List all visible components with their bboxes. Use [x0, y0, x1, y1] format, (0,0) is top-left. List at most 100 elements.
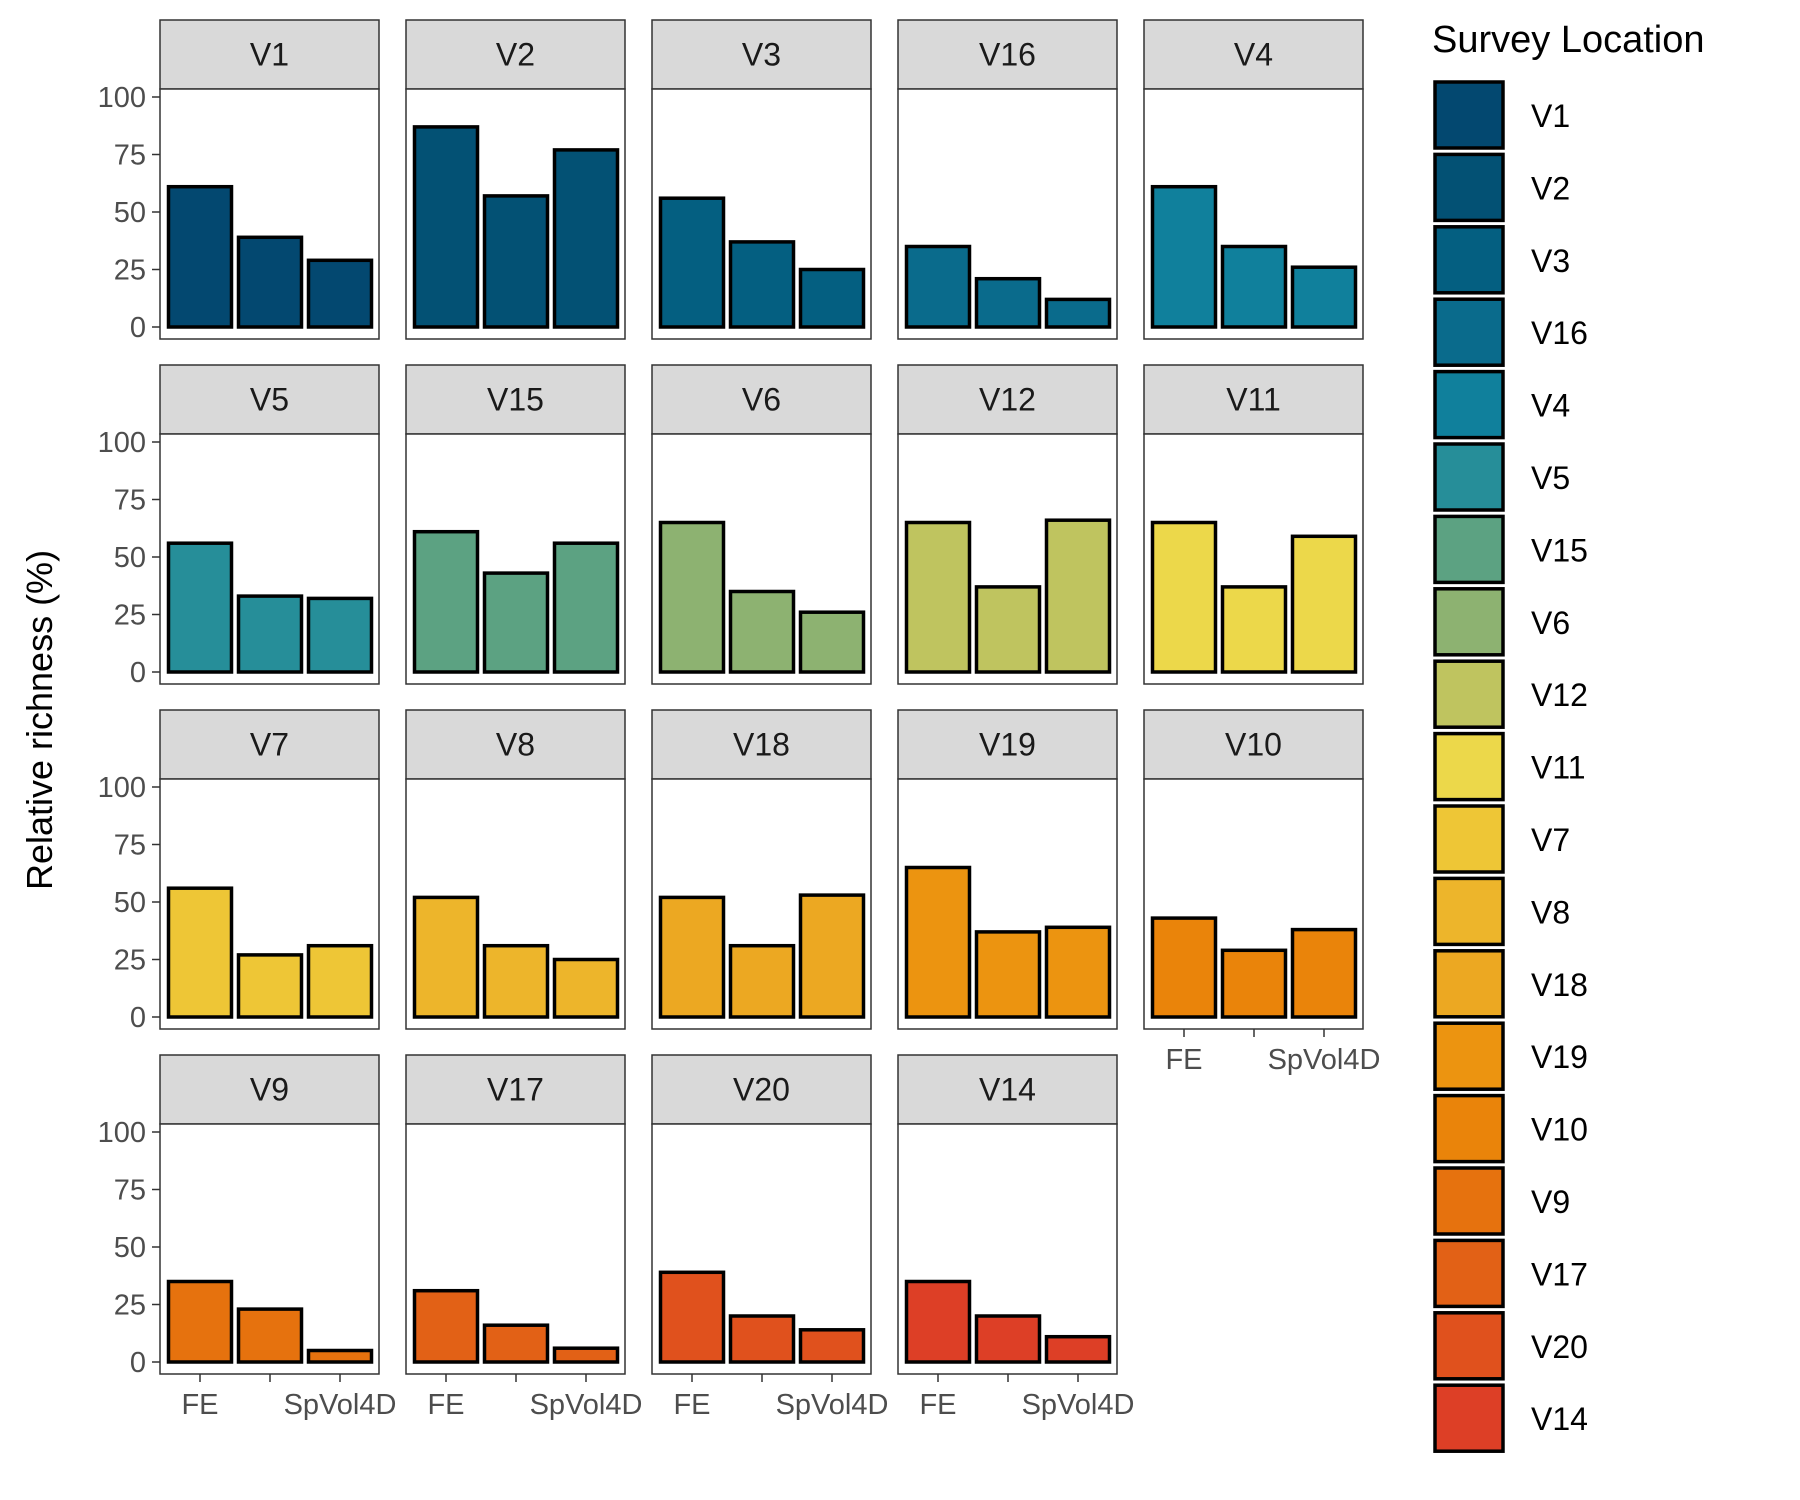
- facet-v4: V4: [1143, 19, 1364, 340]
- legend-label-v10: V10: [1531, 1112, 1588, 1148]
- legend-key-v19: [1433, 1021, 1505, 1091]
- facet-strip-v19: [897, 709, 1118, 780]
- facet-v8: V8: [405, 709, 626, 1030]
- bar-v9-3: [306, 1348, 374, 1364]
- facet-v5: V5 0 25 50 75 100: [98, 364, 380, 689]
- bar-v20-3: [798, 1328, 866, 1364]
- facet-v12: V12: [897, 364, 1118, 685]
- legend-key-v5: [1433, 442, 1505, 512]
- y-tick-label: 0: [130, 312, 146, 344]
- y-tick-label: 75: [114, 485, 146, 517]
- bar-v3-1: [658, 196, 726, 329]
- y-tick-label: 25: [114, 255, 146, 287]
- legend-label-v6: V6: [1531, 605, 1570, 641]
- bar-v19-3: [1044, 925, 1112, 1019]
- y-tick-label: 100: [98, 1117, 146, 1149]
- legend-label-v16: V16: [1531, 315, 1588, 351]
- facet-v1: V1 0 25 50 75 100: [98, 19, 380, 344]
- bar-v17-3: [552, 1346, 620, 1364]
- facet-strip-v2: [405, 19, 626, 90]
- bar-v19-2: [974, 930, 1042, 1019]
- bar-v12-1: [904, 520, 972, 674]
- legend-label-v3: V3: [1531, 243, 1570, 279]
- facet-strip-v17: [405, 1054, 626, 1125]
- facet-strip-label-v4: V4: [1234, 37, 1273, 73]
- legend-label-v14: V14: [1531, 1401, 1588, 1437]
- legend-key-v7: [1433, 804, 1505, 874]
- bar-v14-3: [1044, 1334, 1112, 1364]
- facet-strip-v16: [897, 19, 1118, 90]
- y-tick-label: 50: [114, 887, 146, 919]
- facet-v6: V6: [651, 364, 872, 685]
- y-axis-title: Relative richness (%): [19, 550, 60, 890]
- bar-v2-3: [552, 148, 620, 329]
- y-tick-label: 25: [114, 945, 146, 977]
- bar-v12-3: [1044, 518, 1112, 674]
- legend-label-v5: V5: [1531, 460, 1570, 496]
- facet-strip-label-v7: V7: [250, 727, 289, 763]
- bar-v10-2: [1220, 948, 1288, 1019]
- facet-strip-label-v11: V11: [1226, 382, 1281, 418]
- facet-strip-v4: [1143, 19, 1364, 90]
- bar-v14-1: [904, 1279, 972, 1364]
- legend-label-v7: V7: [1531, 822, 1570, 858]
- bar-v20-1: [658, 1270, 726, 1364]
- bar-v11-3: [1290, 534, 1358, 674]
- legend-label-v1: V1: [1531, 98, 1570, 134]
- facet-v14: V14 FE SpVol4D: [897, 1054, 1134, 1421]
- bar-v8-1: [412, 895, 480, 1019]
- bar-v11-2: [1220, 585, 1288, 674]
- legend-label-v15: V15: [1531, 532, 1588, 568]
- legend-label-v11: V11: [1531, 750, 1586, 786]
- y-tick-label: 0: [130, 1347, 146, 1379]
- facet-strip-label-v12: V12: [979, 382, 1036, 418]
- x-tick-label: SpVol4D: [776, 1389, 889, 1421]
- facet-strip-v9: [159, 1054, 380, 1125]
- bar-v9-1: [166, 1279, 234, 1364]
- bar-v1-3: [306, 258, 374, 329]
- facet-strip-label-v10: V10: [1225, 727, 1282, 763]
- legend-key-v2: [1433, 152, 1505, 223]
- bar-v7-2: [236, 953, 304, 1019]
- facet-strip-v8: [405, 709, 626, 780]
- bar-v7-3: [306, 943, 374, 1019]
- legend-key-v9: [1433, 1166, 1505, 1236]
- legend-key-v20: [1433, 1311, 1505, 1381]
- x-tick-label: FE: [427, 1389, 464, 1421]
- y-tick-label: 25: [114, 600, 146, 632]
- facet-v10: V10 FE SpVol4D: [1143, 709, 1380, 1076]
- facet-strip-v11: [1143, 364, 1364, 435]
- bar-v6-3: [798, 610, 866, 674]
- y-tick-label: 75: [114, 140, 146, 172]
- bar-v5-2: [236, 594, 304, 674]
- y-tick-label: 100: [98, 427, 146, 459]
- facet-strip-label-v14: V14: [979, 1072, 1036, 1108]
- bar-v6-2: [728, 589, 796, 674]
- legend-key-v18: [1433, 949, 1505, 1019]
- legend-label-v17: V17: [1531, 1256, 1588, 1292]
- legend-title: Survey Location: [1432, 19, 1705, 61]
- bar-v8-3: [552, 957, 620, 1019]
- bar-v15-2: [482, 571, 550, 674]
- facet-strip-v14: [897, 1054, 1118, 1125]
- legend-key-v12: [1433, 659, 1505, 729]
- bar-v15-3: [552, 541, 620, 674]
- facet-strip-label-v16: V16: [979, 37, 1036, 73]
- bar-v17-1: [412, 1288, 480, 1364]
- facet-v11: V11: [1143, 364, 1364, 685]
- bar-v17-2: [482, 1323, 550, 1364]
- y-tick-label: 100: [98, 82, 146, 114]
- bar-v16-1: [904, 244, 972, 329]
- legend-key-v4: [1433, 369, 1505, 440]
- x-tick-label: SpVol4D: [284, 1389, 397, 1421]
- facet-strip-label-v19: V19: [979, 727, 1036, 763]
- facet-v16: V16: [897, 19, 1118, 340]
- bar-v1-1: [166, 184, 234, 329]
- bar-v8-2: [482, 943, 550, 1019]
- bar-v6-1: [658, 520, 726, 674]
- legend-key-v14: [1433, 1383, 1505, 1453]
- y-tick-label: 0: [130, 657, 146, 689]
- legend-key-v11: [1433, 731, 1505, 802]
